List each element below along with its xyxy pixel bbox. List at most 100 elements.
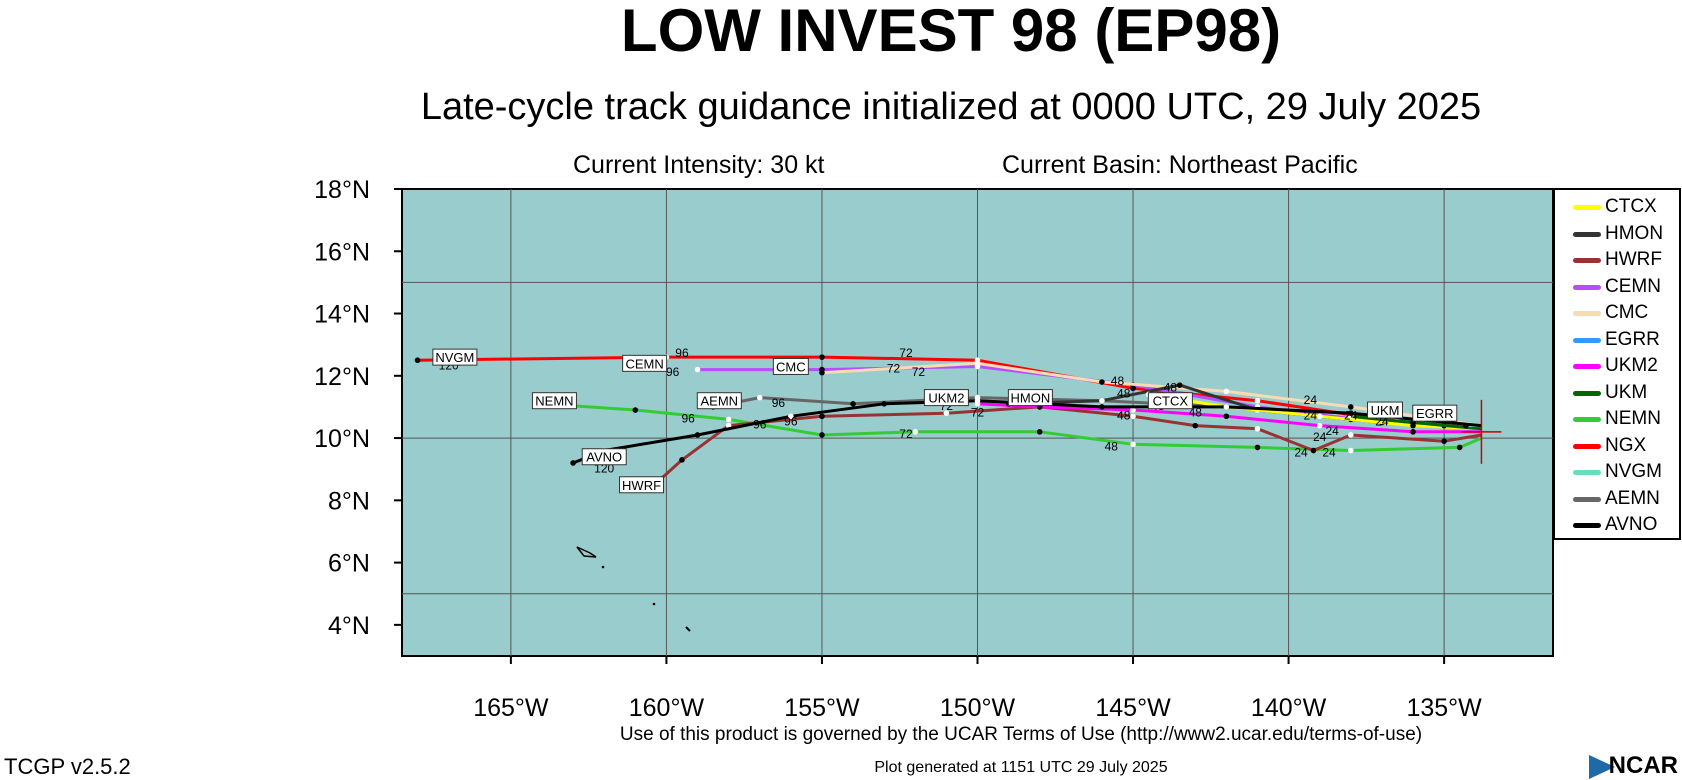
- forecast-hour-label: 96: [753, 418, 767, 432]
- lat-label: 12°N: [314, 363, 370, 391]
- track-label-box: [1367, 401, 1404, 419]
- track-point: [1347, 404, 1354, 410]
- forecast-hour-label: 48: [1117, 387, 1131, 401]
- track-label-nemn: NEMN: [531, 392, 577, 410]
- legend-swatch-hwrf: [1573, 258, 1601, 263]
- track-label-text: UKM: [1371, 403, 1400, 418]
- track-point: [1223, 404, 1230, 410]
- legend-swatch-nvgm: [1573, 470, 1601, 475]
- lat-label: 14°N: [314, 301, 370, 329]
- island-dot: [652, 602, 656, 606]
- forecast-hour-label: 96: [666, 365, 680, 379]
- page-title: LOW INVEST 98 (EP98): [620, 0, 1282, 64]
- forecast-hour-label: 96: [784, 415, 798, 429]
- legend-label-ukm: UKM: [1605, 381, 1648, 403]
- track-label-text: HWRF: [622, 478, 661, 493]
- track-point: [1176, 382, 1183, 388]
- legend-swatch-egrr: [1573, 337, 1601, 343]
- lon-label: 145°W: [1095, 694, 1171, 720]
- lon-label: 155°W: [784, 694, 860, 720]
- ncar-logo: NCAR: [1588, 752, 1678, 780]
- track-point: [756, 394, 763, 401]
- track-map: 2424242424242424484848484848487272727272…: [314, 176, 1554, 720]
- track-point: [725, 416, 732, 423]
- track-point: [819, 432, 825, 438]
- track-point: [819, 413, 825, 420]
- track-point: [414, 357, 421, 364]
- track-point: [1130, 413, 1136, 420]
- legend-label-cmc: CMC: [1605, 302, 1649, 323]
- track-label-box: [619, 476, 665, 494]
- page-subtitle: Late-cycle track guidance initialized at…: [420, 86, 1482, 128]
- track-label-hwrf: HWRF: [619, 476, 665, 494]
- track-label-avno: AVNO: [581, 448, 627, 466]
- latitude-labels: 18°N 16°N 14°N 12°N 10°N 8°N 6°N 4°N: [314, 176, 402, 640]
- forecast-hour-label: 96: [772, 396, 786, 410]
- track-label-box: [531, 392, 577, 410]
- forecast-hour-label: 24: [1325, 424, 1339, 438]
- track-point: [694, 432, 701, 438]
- model-tracks: [414, 354, 1483, 491]
- legend-swatch-avno: [1573, 523, 1601, 528]
- track-point: [1316, 413, 1323, 420]
- forecast-hour-label: 72: [887, 362, 901, 376]
- track-label-cemn: CEMN: [622, 354, 668, 372]
- legend-label-aemn: AEMN: [1605, 487, 1660, 509]
- track-label-text: NEMN: [535, 394, 573, 409]
- forecast-hour-label: 72: [912, 365, 926, 379]
- forecast-hour-label: 72: [899, 346, 913, 360]
- track-label-nvgm: NVGM: [432, 348, 478, 366]
- track-label-text: EGRR: [1416, 406, 1454, 421]
- lat-label: 18°N: [314, 176, 370, 204]
- legend-label-ngx: NGX: [1605, 434, 1647, 456]
- track-label-box: [696, 392, 742, 410]
- island-shape: [685, 626, 691, 632]
- forecast-hour-label: 48: [1105, 440, 1119, 454]
- track-point: [819, 369, 825, 376]
- track-point: [819, 354, 825, 360]
- forecast-hour-label: 72: [899, 427, 913, 441]
- legend-label-nvgm: NVGM: [1605, 461, 1662, 482]
- track-point: [1254, 425, 1261, 432]
- track-label-text: NVGM: [435, 350, 474, 365]
- legend-swatch-hmon: [1573, 231, 1601, 237]
- track-point: [1254, 397, 1261, 404]
- track-point: [1254, 444, 1261, 451]
- lat-label: 4°N: [328, 612, 370, 640]
- legend-swatch-cmc: [1573, 311, 1601, 316]
- track-label-egrr: EGRR: [1412, 404, 1458, 422]
- track-point: [632, 407, 639, 413]
- version-label: TCGP v2.5.2: [4, 754, 131, 779]
- track-label-text: UKM2: [928, 391, 964, 406]
- track-point: [570, 460, 576, 466]
- track-label-box: [1007, 389, 1053, 407]
- track-label-box: [1412, 404, 1458, 422]
- track-point: [1347, 447, 1354, 454]
- track-label-text: CMC: [776, 359, 806, 374]
- legend-swatch-ctcx: [1573, 205, 1601, 210]
- legend-label-ctcx: CTCX: [1605, 196, 1657, 217]
- track-label-text: AVNO: [586, 450, 622, 465]
- legend-label-ukm2: UKM2: [1605, 355, 1658, 376]
- lat-label: 16°N: [314, 238, 370, 266]
- legend-label-avno: AVNO: [1605, 514, 1658, 535]
- island-dot: [601, 565, 605, 569]
- forecast-hour-label: 24: [1322, 446, 1336, 460]
- track-point: [912, 429, 919, 435]
- current-basin: Current Basin: Northeast Pacific: [1002, 151, 1358, 179]
- land-islands: [576, 546, 691, 632]
- island-shape: [576, 546, 597, 558]
- forecast-hour-label: 96: [675, 346, 689, 360]
- track-label-ctcx: CTCX: [1147, 392, 1193, 410]
- lat-label: 8°N: [328, 487, 370, 515]
- track-point: [1192, 422, 1199, 429]
- track-label-box: [1147, 392, 1193, 410]
- track-label-text: CEMN: [626, 356, 664, 371]
- track-label-box: [581, 448, 627, 466]
- track-point: [881, 401, 887, 407]
- lat-label: 10°N: [314, 425, 370, 453]
- track-point: [1456, 444, 1463, 451]
- lon-label: 135°W: [1406, 694, 1482, 720]
- track-point: [1130, 441, 1136, 448]
